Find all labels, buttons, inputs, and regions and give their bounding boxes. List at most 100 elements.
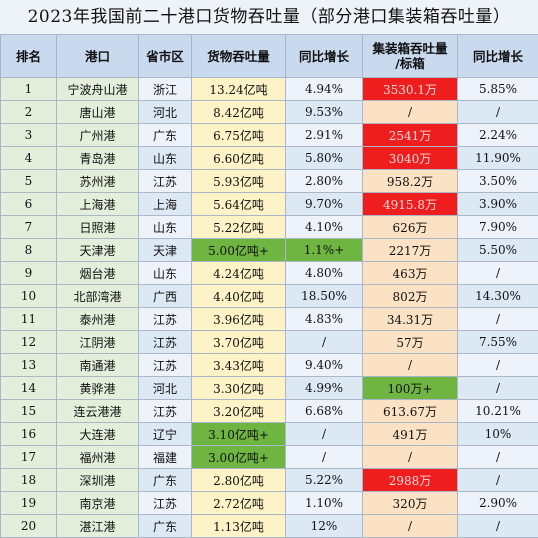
growth-cell: 4.80%: [286, 262, 363, 285]
port-cell: 泰州港: [57, 308, 139, 331]
rank-cell: 11: [1, 308, 57, 331]
rank-cell: 20: [1, 515, 57, 538]
throughput-cell: 3.70亿吨: [192, 331, 286, 354]
container-cell: 4915.8万: [363, 193, 458, 216]
growth-cell: 4.94%: [286, 78, 363, 101]
container-growth-cell: 3.90%: [458, 193, 538, 216]
rank-cell: 1: [1, 78, 57, 101]
growth-cell: 12%: [286, 515, 363, 538]
header-row: 排名 港口 省市区 货物吞吐量 同比增长 集装箱吞吐量/标箱 同比增长: [1, 35, 538, 78]
port-cell: 湛江港: [57, 515, 139, 538]
throughput-cell: 3.20亿吨: [192, 400, 286, 423]
province-cell: 上海: [139, 193, 192, 216]
container-growth-cell: 7.90%: [458, 216, 538, 239]
port-cell: 唐山港: [57, 101, 139, 124]
container-cell: 802万: [363, 285, 458, 308]
header-throughput: 货物吞吐量: [192, 35, 286, 78]
rank-cell: 10: [1, 285, 57, 308]
throughput-cell: 2.80亿吨: [192, 469, 286, 492]
container-growth-cell: 11.90%: [458, 147, 538, 170]
port-cell: 江阴港: [57, 331, 139, 354]
growth-cell: 4.99%: [286, 377, 363, 400]
growth-cell: 4.83%: [286, 308, 363, 331]
rank-cell: 16: [1, 423, 57, 446]
port-cell: 日照港: [57, 216, 139, 239]
container-growth-cell: 10%: [458, 423, 538, 446]
throughput-cell: 3.30亿吨: [192, 377, 286, 400]
port-cell: 青岛港: [57, 147, 139, 170]
container-growth-cell: /: [458, 377, 538, 400]
throughput-cell: 5.00亿吨+: [192, 239, 286, 262]
growth-cell: 1.10%: [286, 492, 363, 515]
port-cell: 福州港: [57, 446, 139, 469]
container-cell: 34.31万: [363, 308, 458, 331]
port-cell: 苏州港: [57, 170, 139, 193]
rank-cell: 8: [1, 239, 57, 262]
container-cell: 491万: [363, 423, 458, 446]
growth-cell: 1.1%+: [286, 239, 363, 262]
header-province: 省市区: [139, 35, 192, 78]
province-cell: 江苏: [139, 492, 192, 515]
throughput-cell: 3.96亿吨: [192, 308, 286, 331]
throughput-cell: 6.60亿吨: [192, 147, 286, 170]
container-cell: 100万+: [363, 377, 458, 400]
port-cell: 宁波舟山港: [57, 78, 139, 101]
province-cell: 辽宁: [139, 423, 192, 446]
growth-cell: 6.68%: [286, 400, 363, 423]
throughput-cell: 5.22亿吨: [192, 216, 286, 239]
container-growth-cell: /: [458, 308, 538, 331]
container-growth-cell: /: [458, 101, 538, 124]
growth-cell: 9.53%: [286, 101, 363, 124]
container-growth-cell: 5.85%: [458, 78, 538, 101]
province-cell: 河北: [139, 101, 192, 124]
header-rank: 排名: [1, 35, 57, 78]
port-cell: 黄骅港: [57, 377, 139, 400]
rank-cell: 12: [1, 331, 57, 354]
growth-cell: 4.10%: [286, 216, 363, 239]
province-cell: 江苏: [139, 308, 192, 331]
port-cell: 天津港: [57, 239, 139, 262]
port-cell: 连云港港: [57, 400, 139, 423]
container-cell: 3530.1万: [363, 78, 458, 101]
rank-cell: 14: [1, 377, 57, 400]
province-cell: 福建: [139, 446, 192, 469]
rank-cell: 18: [1, 469, 57, 492]
rank-cell: 2: [1, 101, 57, 124]
growth-cell: /: [286, 331, 363, 354]
header-container-growth: 同比增长: [458, 35, 538, 78]
container-growth-cell: 3.50%: [458, 170, 538, 193]
throughput-cell: 1.13亿吨: [192, 515, 286, 538]
province-cell: 广东: [139, 124, 192, 147]
container-cell: 2217万: [363, 239, 458, 262]
growth-cell: /: [286, 446, 363, 469]
throughput-cell: 5.64亿吨: [192, 193, 286, 216]
container-growth-cell: 2.90%: [458, 492, 538, 515]
container-cell: /: [363, 446, 458, 469]
growth-cell: 18.50%: [286, 285, 363, 308]
port-cell: 烟台港: [57, 262, 139, 285]
port-cell: 北部湾港: [57, 285, 139, 308]
province-cell: 山东: [139, 147, 192, 170]
rank-cell: 19: [1, 492, 57, 515]
growth-cell: 5.22%: [286, 469, 363, 492]
container-growth-cell: 2.24%: [458, 124, 538, 147]
container-cell: 2988万: [363, 469, 458, 492]
throughput-cell: 2.72亿吨: [192, 492, 286, 515]
rank-cell: 6: [1, 193, 57, 216]
page-title: 2023年我国前二十港口货物吞吐量（部分港口集装箱吞吐量）: [0, 0, 538, 34]
container-growth-cell: /: [458, 515, 538, 538]
province-cell: 江苏: [139, 400, 192, 423]
port-cell: 大连港: [57, 423, 139, 446]
